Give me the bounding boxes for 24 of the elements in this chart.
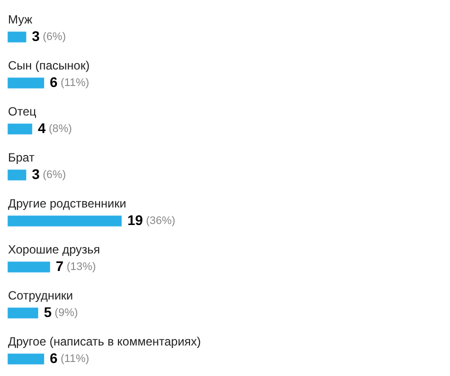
data-label: 5 (9%): [44, 304, 78, 320]
y-tick-label: Брат: [8, 150, 35, 164]
bar: [8, 78, 44, 88]
y-tick-label: Отец: [8, 104, 36, 118]
data-label: 3 (6%): [32, 28, 66, 44]
y-tick-label: Муж: [8, 12, 32, 26]
bar: [8, 170, 26, 180]
data-label: 4 (8%): [38, 120, 72, 136]
y-tick-label: Сотрудники: [8, 288, 73, 302]
bar: [8, 308, 38, 318]
bar: [8, 124, 32, 134]
data-label: 7 (13%): [56, 258, 96, 274]
data-label: 6 (11%): [50, 350, 90, 366]
data-label: 3 (6%): [32, 166, 66, 182]
y-tick-label: Другое (написать в комментариях): [8, 334, 201, 348]
y-tick-label: Хорошие друзья: [8, 242, 100, 256]
bar: [8, 354, 44, 364]
bar: [8, 216, 122, 226]
y-tick-label: Другие родственники: [8, 196, 126, 210]
data-label: 6 (11%): [50, 74, 90, 90]
bar: [8, 262, 50, 272]
bar: [8, 32, 26, 42]
y-tick-label: Сын (пасынок): [8, 58, 90, 72]
data-label: 19 (36%): [127, 212, 176, 228]
